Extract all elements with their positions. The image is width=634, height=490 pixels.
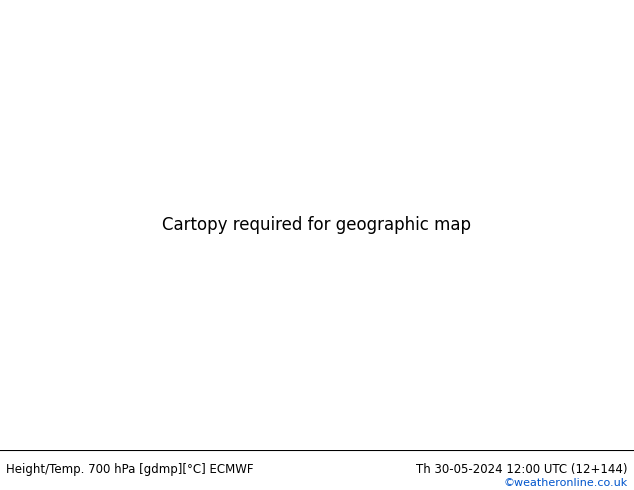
Text: ©weatheronline.co.uk: ©weatheronline.co.uk [503,478,628,488]
Text: Height/Temp. 700 hPa [gdmp][°C] ECMWF: Height/Temp. 700 hPa [gdmp][°C] ECMWF [6,463,254,476]
Text: Cartopy required for geographic map: Cartopy required for geographic map [162,216,472,234]
Text: Th 30-05-2024 12:00 UTC (12+144): Th 30-05-2024 12:00 UTC (12+144) [416,463,628,476]
